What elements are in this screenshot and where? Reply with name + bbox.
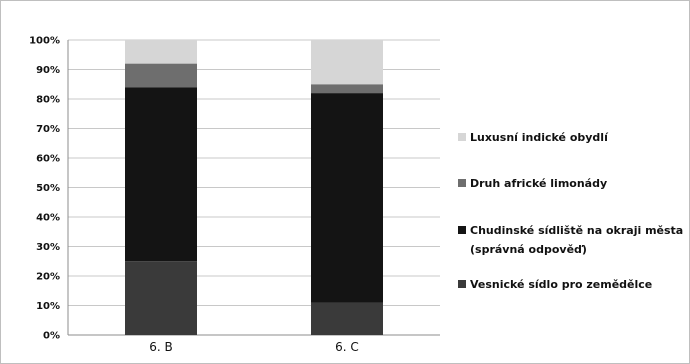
legend-label: Druh africké limonády	[470, 177, 607, 190]
y-tick-label: 100%	[29, 36, 60, 47]
legend-swatch	[458, 226, 466, 234]
legend-swatch	[458, 280, 466, 288]
x-category-label: 6. B	[149, 340, 173, 354]
y-tick-label: 60%	[36, 154, 60, 165]
y-tick-label: 80%	[36, 95, 60, 106]
bar-segment-2-1	[125, 87, 197, 262]
legend-label: Chudinské sídliště na okraji města (správ…	[470, 224, 683, 256]
y-tick-label: 50%	[36, 183, 60, 194]
legend-label: Luxusní indické obydlí	[470, 131, 609, 144]
y-tick-label: 40%	[36, 213, 60, 224]
bars	[125, 40, 383, 335]
x-category-label: 6. C	[335, 340, 359, 354]
bar-segment-2-2	[311, 93, 383, 303]
y-tick-label: 20%	[36, 272, 60, 283]
y-tick-label: 90%	[36, 65, 60, 76]
bar-segment-1-1	[125, 261, 197, 335]
y-tick-label: 70%	[36, 124, 60, 135]
legend-swatch	[458, 179, 466, 187]
y-tick-label: 0%	[43, 331, 60, 342]
bar-segment-3-1	[125, 63, 197, 88]
bar-segment-4-2	[311, 40, 383, 85]
legend-swatch	[458, 133, 466, 141]
legend: Luxusní indické obydlí Druh africké limon…	[458, 131, 683, 291]
bar-segment-1-2	[311, 302, 383, 335]
bar-segment-4-1	[125, 40, 197, 64]
y-tick-label: 10%	[36, 301, 60, 312]
legend-label: Vesnické sídlo pro zemědělce	[470, 278, 652, 291]
y-tick-label: 30%	[36, 242, 60, 253]
bar-segment-3-2	[311, 84, 383, 94]
